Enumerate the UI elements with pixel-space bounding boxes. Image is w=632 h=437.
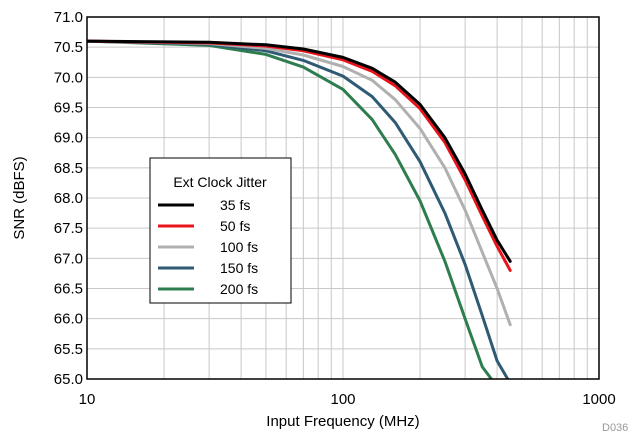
series-lines [87, 39, 512, 379]
y-tick-label: 68.5 [54, 160, 83, 177]
series-line-150-fs [87, 39, 510, 379]
y-tick-label: 66.5 [54, 281, 83, 298]
legend-label: 35 fs [220, 197, 250, 213]
series-line-35-fs [87, 39, 512, 263]
y-axis-title: SNR (dBFS) [11, 156, 28, 239]
x-axis-title: Input Frequency (MHz) [266, 413, 419, 430]
y-tick-label: 71.0 [54, 9, 83, 26]
plot-area-frame [86, 16, 600, 380]
y-tick-label: 66.0 [54, 311, 83, 328]
y-tick-label: 70.5 [54, 39, 83, 56]
x-tick-label: 1000 [582, 391, 615, 408]
y-tick-label: 68.0 [54, 190, 83, 207]
x-tick-label: 100 [330, 391, 355, 408]
legend-box [149, 157, 292, 304]
y-tick-label: 69.5 [54, 100, 83, 117]
legend-label: 200 fs [220, 281, 258, 297]
legend-title: Ext Clock Jitter [173, 174, 267, 190]
legend-items: 35 fs 50 fs 100 fs 150 fs 200 fs [158, 197, 258, 297]
series-line-100-fs [87, 39, 512, 327]
y-tick-label: 67.5 [54, 220, 83, 237]
series-layer [87, 39, 512, 379]
y-tick-label: 65.5 [54, 341, 83, 358]
legend-label: 100 fs [220, 239, 258, 255]
series-line-200-fs [87, 39, 493, 379]
tick-labels: 65.0 65.5 66.0 66.5 67.0 67.5 68.0 68.5 69.0 69.5… [54, 9, 616, 408]
y-tick-label: 70.0 [54, 69, 83, 86]
y-tick-label: 65.0 [54, 371, 83, 388]
legend: Ext Clock Jitter 35 fs 50 fs 100 fs 150 fs 2… [149, 157, 292, 304]
figure-code: D036 [602, 422, 628, 434]
y-tick-label: 69.0 [54, 130, 83, 147]
legend-label: 50 fs [220, 218, 250, 234]
y-tick-label: 67.0 [54, 250, 83, 267]
legend-label: 150 fs [220, 260, 258, 276]
x-tick-label: 10 [79, 391, 96, 408]
